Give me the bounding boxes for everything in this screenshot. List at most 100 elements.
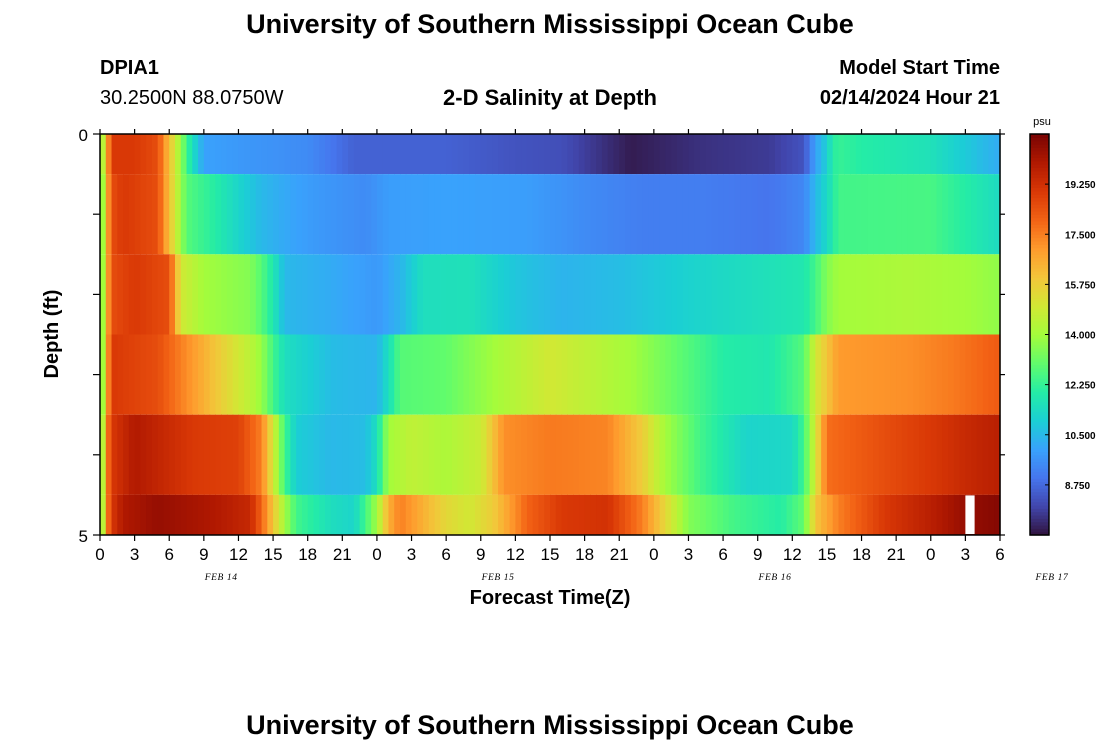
heatmap-cell bbox=[734, 334, 741, 415]
heatmap-cell bbox=[221, 334, 228, 415]
heatmap-cell bbox=[619, 494, 626, 535]
colorbar-segment bbox=[1030, 464, 1049, 469]
heatmap-cell bbox=[884, 134, 891, 175]
colorbar-segment bbox=[1030, 408, 1049, 412]
heatmap-cell bbox=[423, 134, 430, 175]
colorbar-segment bbox=[1030, 200, 1049, 205]
colorbar-segment bbox=[1030, 404, 1049, 409]
colorbar-segment bbox=[1030, 341, 1049, 346]
heatmap-cell bbox=[226, 134, 234, 175]
heatmap-cell bbox=[769, 334, 776, 415]
heatmap-cell bbox=[434, 494, 441, 535]
heatmap-cell bbox=[469, 134, 476, 175]
heatmap-cell bbox=[930, 254, 938, 335]
heatmap-cell bbox=[907, 174, 915, 255]
x-tick-label: 18 bbox=[852, 545, 871, 564]
colorbar-segment bbox=[1030, 271, 1049, 275]
heatmap-cell bbox=[134, 134, 141, 175]
heatmap-cell bbox=[861, 334, 868, 415]
heatmap-cell bbox=[163, 334, 170, 415]
heatmap-cell bbox=[428, 134, 436, 175]
colorbar-tick-label: 8.750 bbox=[1065, 481, 1090, 492]
heatmap-cell bbox=[561, 334, 568, 415]
heatmap-cell bbox=[826, 134, 834, 175]
heatmap-cell bbox=[400, 134, 407, 175]
heatmap-cell bbox=[832, 334, 840, 415]
colorbar-segment bbox=[1030, 227, 1049, 232]
heatmap-cell bbox=[838, 414, 845, 495]
colorbar-segment bbox=[1030, 474, 1049, 479]
heatmap-cell bbox=[526, 174, 534, 255]
colorbar-segment bbox=[1030, 421, 1049, 426]
heatmap-cell bbox=[994, 134, 1001, 175]
heatmap-cell bbox=[948, 134, 955, 175]
heatmap-cell bbox=[400, 414, 407, 495]
heatmap-cell bbox=[694, 254, 701, 335]
heatmap-cell bbox=[388, 334, 395, 415]
heatmap-cell bbox=[238, 254, 245, 335]
heatmap-cell bbox=[625, 134, 632, 175]
heatmap-cell bbox=[792, 414, 799, 495]
x-tick-label: 18 bbox=[298, 545, 317, 564]
heatmap-cell bbox=[440, 254, 447, 335]
heatmap-cell bbox=[555, 174, 563, 255]
heatmap-cell bbox=[307, 134, 315, 175]
heatmap-cell bbox=[555, 414, 563, 495]
heatmap-cell bbox=[648, 134, 655, 175]
heatmap-cell bbox=[503, 134, 511, 175]
heatmap-cell bbox=[982, 334, 990, 415]
heatmap-cell bbox=[705, 494, 713, 535]
heatmap-cell bbox=[128, 334, 136, 415]
heatmap-cell bbox=[128, 134, 136, 175]
heatmap-cell bbox=[509, 414, 516, 495]
heatmap-cell bbox=[203, 414, 211, 495]
heatmap-cell bbox=[584, 494, 591, 535]
heatmap-cell bbox=[734, 494, 741, 535]
heatmap-cell bbox=[838, 254, 845, 335]
heatmap-cell bbox=[850, 134, 857, 175]
missing-data-cell bbox=[965, 495, 975, 534]
y-tick-label: 5 bbox=[79, 527, 88, 546]
heatmap-cell bbox=[296, 254, 303, 335]
heatmap-cell bbox=[457, 254, 465, 335]
heatmap-cell bbox=[653, 174, 661, 255]
colorbar-segment bbox=[1030, 301, 1049, 306]
heatmap-cell bbox=[607, 174, 615, 255]
heatmap-cell bbox=[573, 254, 580, 335]
colorbar-segment bbox=[1030, 418, 1049, 422]
heatmap-cell bbox=[492, 494, 499, 535]
heatmap-cell bbox=[348, 254, 355, 335]
heatmap-cell bbox=[503, 414, 511, 495]
heatmap-cell bbox=[676, 334, 684, 415]
heatmap-cell bbox=[711, 334, 718, 415]
heatmap-cell bbox=[746, 134, 753, 175]
heatmap-cell bbox=[855, 134, 863, 175]
heatmap-cell bbox=[446, 334, 453, 415]
heatmap-cell bbox=[278, 494, 286, 535]
heatmap-cell bbox=[492, 334, 499, 415]
heatmap-cell bbox=[498, 174, 505, 255]
heatmap-cell bbox=[850, 334, 857, 415]
heatmap-cell bbox=[180, 414, 188, 495]
heatmap-cell bbox=[555, 254, 563, 335]
heatmap-cell bbox=[792, 174, 799, 255]
heatmap-cell bbox=[342, 174, 349, 255]
heatmap-cell bbox=[428, 334, 436, 415]
colorbar-segment bbox=[1030, 154, 1049, 158]
heatmap-cell bbox=[526, 134, 534, 175]
heatmap-cell bbox=[296, 174, 303, 255]
colorbar-segment bbox=[1030, 384, 1049, 389]
heatmap-cell bbox=[942, 494, 949, 535]
heatmap-cell bbox=[769, 174, 776, 255]
station-coordinates: 30.2500N 88.0750W bbox=[100, 87, 284, 109]
heatmap-cell bbox=[446, 494, 453, 535]
colorbar-tick-label: 15.750 bbox=[1065, 280, 1096, 291]
heatmap-cell bbox=[630, 254, 638, 335]
date-label: FEB 16 bbox=[758, 573, 792, 583]
heatmap-cell bbox=[192, 334, 199, 415]
heatmap-cell bbox=[169, 334, 176, 415]
heatmap-cell bbox=[111, 414, 118, 495]
heatmap-cell bbox=[763, 254, 770, 335]
heatmap-cell bbox=[215, 254, 222, 335]
heatmap-cell bbox=[705, 334, 713, 415]
